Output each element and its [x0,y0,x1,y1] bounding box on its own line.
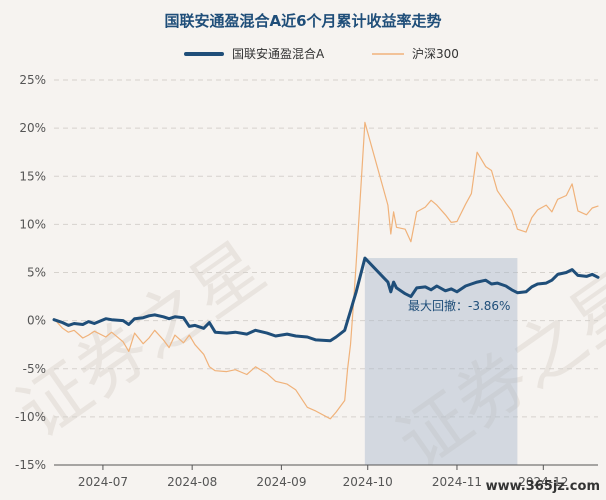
x-tick-label: 2024-11 [432,475,482,489]
y-tick-label: 0% [27,314,46,328]
x-tick-label: 2024-08 [167,475,217,489]
site-label: www.365jz.com [486,479,600,494]
series-line-fund [52,256,600,343]
legend-label-fund: 国联安通盈混合A [232,46,325,61]
y-tick-label: 10% [19,217,46,231]
y-tick-label: 25% [19,73,46,87]
max-drawdown-label: 最大回撤：-3.86% [408,298,510,313]
y-tick-label: -10% [15,410,46,424]
y-tick-label: -15% [15,458,46,472]
y-tick-label: -5% [23,362,46,376]
series-lines [52,121,600,420]
y-axis: -15% -10% -5% 0% 5% 10% 15% 20% 25% [15,73,46,472]
x-tick-label: 2024-12 [518,475,568,489]
x-tick-label: 2024-10 [343,475,393,489]
x-axis: 2024-07 2024-08 2024-09 2024-10 2024-11 2024-… [54,464,598,489]
series-line-index [53,121,599,420]
legend-label-index: 沪深300 [412,47,459,61]
y-tick-label: 5% [27,266,46,280]
legend: 国联安通盈混合A 沪深300 [184,46,459,61]
x-tick-label: 2024-07 [78,475,128,489]
y-tick-label: 15% [19,169,46,183]
y-tick-label: 20% [19,121,46,135]
x-tick-label: 2024-09 [256,475,306,489]
chart-title: 国联安通盈混合A近6个月累计收益率走势 [164,12,441,30]
